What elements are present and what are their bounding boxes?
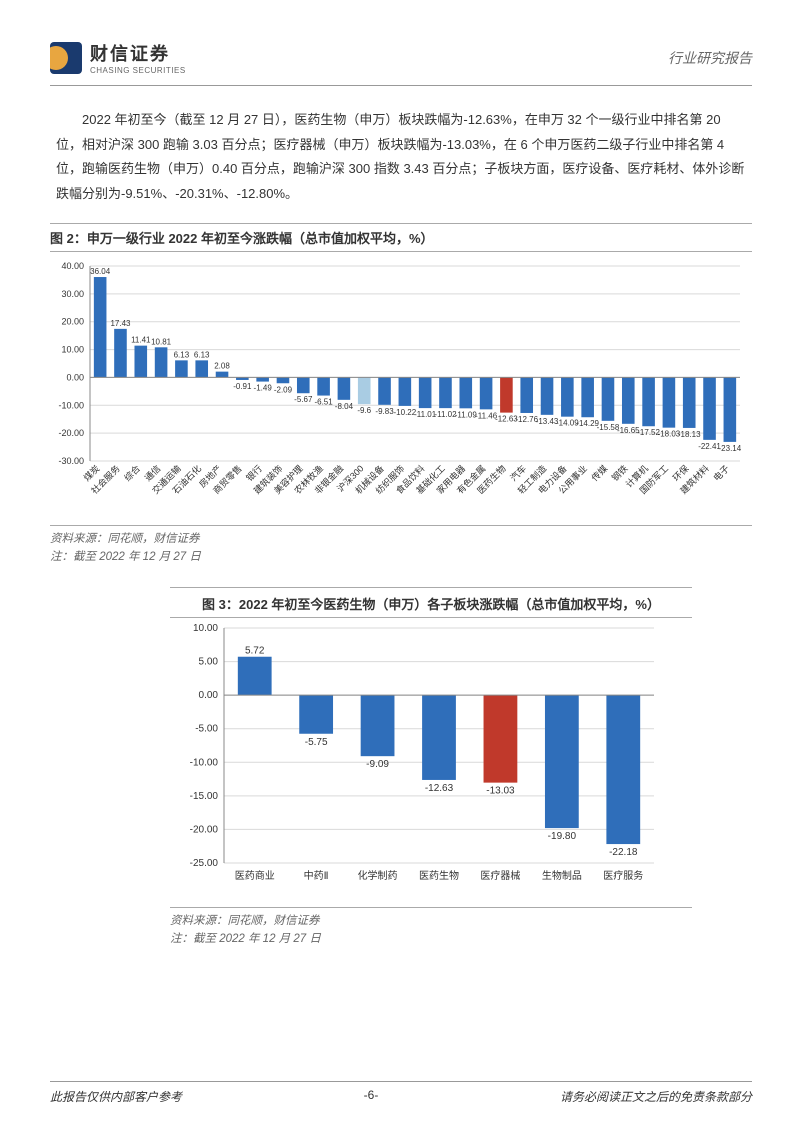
svg-text:-9.83: -9.83: [375, 407, 394, 416]
svg-text:5.00: 5.00: [199, 656, 219, 667]
svg-text:-5.75: -5.75: [305, 736, 328, 747]
svg-text:-30.00: -30.00: [58, 456, 84, 466]
svg-text:11.41: 11.41: [131, 335, 151, 344]
svg-text:40.00: 40.00: [61, 261, 84, 271]
svg-text:0.00: 0.00: [199, 690, 219, 701]
svg-text:-11.09: -11.09: [455, 410, 478, 419]
chart-3-svg: -25.00 -20.00 -15.00 -10.00 -5.00 0.00 5.00 10.…: [170, 618, 670, 898]
svg-text:-15.00: -15.00: [190, 790, 219, 801]
svg-text:-10.00: -10.00: [190, 757, 219, 768]
figure-2-source: 资料来源：同花顺，财信证券 注：截至 2022 年 12 月 27 日: [50, 525, 752, 569]
svg-text:-5.00: -5.00: [195, 723, 218, 734]
svg-text:6.13: 6.13: [194, 350, 210, 359]
page: 财信证券 CHASING SECURITIES 行业研究报告 2022 年初至今…: [0, 0, 802, 1133]
svg-text:-6.51: -6.51: [314, 397, 333, 406]
svg-text:-0.91: -0.91: [233, 382, 252, 391]
figure-3-source-line1: 资料来源：同花顺，财信证券: [170, 915, 320, 927]
svg-text:36.04: 36.04: [90, 267, 111, 276]
logo-en: CHASING SECURITIES: [90, 66, 186, 75]
svg-text:30.00: 30.00: [61, 289, 84, 299]
svg-text:-9.6: -9.6: [357, 406, 371, 415]
svg-text:-2.09: -2.09: [274, 385, 293, 394]
figure-2-source-line1: 资料来源：同花顺，财信证券: [50, 533, 200, 545]
svg-text:综合: 综合: [122, 462, 143, 483]
svg-text:-19.80: -19.80: [548, 831, 577, 842]
svg-text:-10.00: -10.00: [58, 400, 84, 410]
svg-text:10.00: 10.00: [193, 623, 218, 634]
figure-3-title-row: 图 3：2022 年初至今医药生物（申万）各子板块涨跌幅（总市值加权平均，%）: [170, 587, 692, 618]
svg-text:0.00: 0.00: [66, 372, 84, 382]
svg-text:6.13: 6.13: [174, 350, 190, 359]
figure-3-block: 图 3：2022 年初至今医药生物（申万）各子板块涨跌幅（总市值加权平均，%） …: [50, 587, 752, 951]
logo-icon: [50, 42, 82, 74]
svg-text:-23.14: -23.14: [719, 444, 742, 453]
figure-3-source: 资料来源：同花顺，财信证券 注：截至 2022 年 12 月 27 日: [170, 907, 692, 951]
svg-text:医药生物: 医药生物: [419, 869, 459, 882]
figure-2-chart: -30.00 -20.00 -10.00 0.00 10.00 20.00 30.00 40.…: [50, 256, 752, 521]
svg-text:-22.18: -22.18: [609, 847, 638, 858]
figure-2-source-line2: 注：截至 2022 年 12 月 27 日: [50, 548, 752, 566]
svg-text:-9.09: -9.09: [366, 759, 389, 770]
figure-3-chart: -25.00 -20.00 -15.00 -10.00 -5.00 0.00 5.00 10.…: [170, 618, 692, 903]
svg-text:-12.63: -12.63: [425, 782, 454, 793]
chart-2-svg: -30.00 -20.00 -10.00 0.00 10.00 20.00 30.00 40.…: [50, 256, 750, 516]
page-footer: 此报告仅供内部客户参考 -6- 请务必阅读正文之后的免责条款部分: [50, 1081, 752, 1105]
logo-text: 财信证券 CHASING SECURITIES: [90, 40, 186, 75]
footer-right: 请务必阅读正文之后的免责条款部分: [560, 1088, 752, 1105]
figure-2-title: 图 2：申万一级行业 2022 年初至今涨跌幅（总市值加权平均，%）: [50, 223, 752, 252]
header-divider: [50, 85, 752, 86]
svg-text:-11.02: -11.02: [434, 410, 457, 419]
svg-text:-1.49: -1.49: [254, 383, 273, 392]
footer-pagenum: -6-: [364, 1088, 379, 1105]
svg-text:医疗器械: 医疗器械: [480, 869, 520, 882]
svg-text:2.08: 2.08: [214, 361, 230, 370]
footer-left: 此报告仅供内部客户参考: [50, 1088, 182, 1105]
svg-text:中药Ⅱ: 中药Ⅱ: [304, 869, 329, 882]
svg-text:-13.03: -13.03: [486, 785, 515, 796]
logo-cn: 财信证券: [90, 40, 186, 66]
svg-text:医疗服务: 医疗服务: [603, 869, 643, 882]
spacer: [50, 950, 752, 1081]
figure-3-source-line2: 注：截至 2022 年 12 月 27 日: [170, 930, 692, 948]
svg-text:20.00: 20.00: [61, 316, 84, 326]
svg-text:-20.00: -20.00: [190, 824, 219, 835]
body-paragraph: 2022 年初至今（截至 12 月 27 日），医药生物（申万）板块跌幅为-12…: [50, 108, 752, 221]
figure-3-title: 图 3：2022 年初至今医药生物（申万）各子板块涨跌幅（总市值加权平均，%）: [170, 587, 692, 617]
svg-text:化学制药: 化学制药: [358, 869, 398, 882]
svg-text:-18.13: -18.13: [678, 430, 701, 439]
svg-text:电子: 电子: [711, 462, 732, 483]
page-header: 财信证券 CHASING SECURITIES 行业研究报告: [50, 40, 752, 83]
header-right-label: 行业研究报告: [668, 48, 752, 68]
svg-text:医药商业: 医药商业: [235, 869, 275, 882]
svg-text:-11.01: -11.01: [414, 410, 437, 419]
svg-text:5.72: 5.72: [245, 645, 265, 656]
svg-text:-20.00: -20.00: [58, 428, 84, 438]
svg-text:17.43: 17.43: [110, 319, 131, 328]
svg-text:10.81: 10.81: [151, 337, 172, 346]
svg-text:传媒: 传媒: [589, 462, 610, 483]
svg-text:10.00: 10.00: [61, 344, 84, 354]
logo-block: 财信证券 CHASING SECURITIES: [50, 40, 186, 75]
svg-text:-8.04: -8.04: [335, 402, 354, 411]
svg-text:生物制品: 生物制品: [542, 869, 582, 882]
svg-text:-25.00: -25.00: [190, 858, 219, 869]
svg-text:-5.67: -5.67: [294, 395, 313, 404]
